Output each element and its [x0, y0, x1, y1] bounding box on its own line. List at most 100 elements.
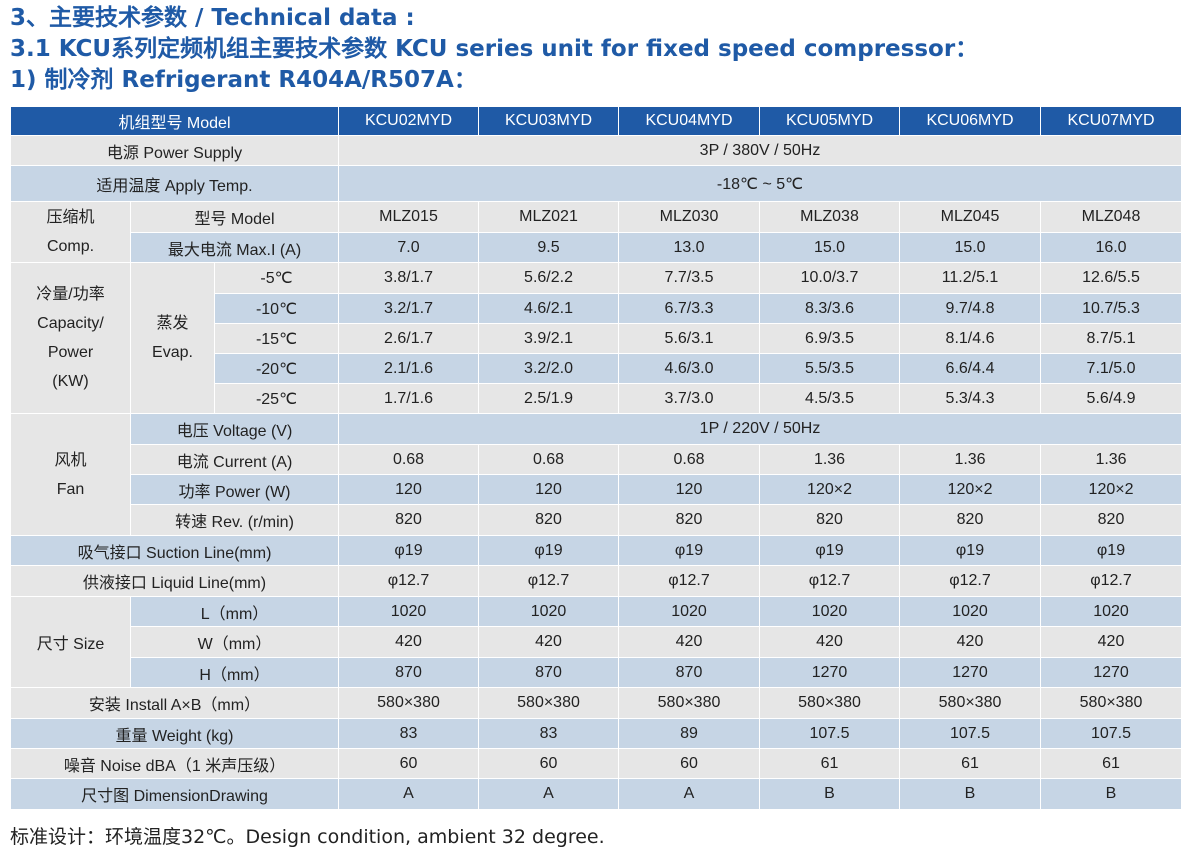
capacity-row: -20℃ 2.1/1.6 3.2/2.0 4.6/3.0 5.5/3.5 6.6/4.4 7…: [11, 353, 1183, 384]
drawing-row: 尺寸图 DimensionDrawing A A A B B B: [9, 778, 1183, 810]
install-cell: 580×380: [1040, 687, 1183, 719]
size-w-cell: 420: [478, 626, 620, 658]
suction-cell: φ19: [1040, 535, 1183, 566]
size-h-label: H（mm）: [129, 657, 340, 688]
install-cell: 580×380: [899, 687, 1042, 719]
model-header-cell: KCU07MYD: [1040, 106, 1183, 136]
capacity-value-cell: 5.6/3.1: [618, 323, 761, 354]
size-h-cell: 870: [618, 657, 761, 688]
drawing-cell: B: [759, 778, 901, 810]
weight-cell: 107.5: [759, 718, 901, 749]
capacity-group-line: 冷量/功率: [36, 286, 105, 303]
drawing-cell: B: [899, 778, 1042, 810]
fan-power-cell: 120: [618, 474, 761, 505]
liquid-cell: φ12.7: [478, 565, 620, 597]
weight-cell: 83: [478, 718, 620, 749]
fan-rev-cell: 820: [899, 504, 1042, 536]
fan-current-cell: 0.68: [478, 444, 620, 475]
fan-current-label: 电流 Current (A): [129, 444, 340, 475]
install-cell: 580×380: [759, 687, 901, 719]
fan-current-cell: 0.68: [618, 444, 761, 475]
compressor-current-cell: 13.0: [618, 232, 761, 263]
compressor-model-cell: MLZ030: [618, 201, 761, 233]
fan-power-cell: 120×2: [1040, 474, 1183, 505]
capacity-value-cell: 11.2/5.1: [899, 262, 1042, 294]
capacity-value-cell: 9.7/4.8: [899, 293, 1042, 324]
fan-group-label: 风机 Fan: [10, 413, 131, 536]
size-h-cell: 1270: [899, 657, 1042, 688]
evap-group-label: 蒸发 Evap.: [130, 262, 215, 414]
table-header-row: 机组型号 Model KCU02MYD KCU03MYD KCU04MYD KCU05M…: [9, 106, 1183, 136]
capacity-value-cell: 6.9/3.5: [759, 323, 901, 354]
refrigerant-heading: 1) 制冷剂 Refrigerant R404A/R507A：: [10, 67, 477, 93]
suction-cell: φ19: [899, 535, 1042, 566]
compressor-current-cell: 9.5: [478, 232, 620, 263]
capacity-row: -10℃ 3.2/1.7 4.6/2.1 6.7/3.3 8.3/3.6 9.7/4.8 1…: [11, 293, 1183, 324]
noise-cell: 61: [1040, 748, 1183, 779]
fan-rev-row: 转速 Rev. (r/min) 820 820 820 820 820 820: [11, 504, 1183, 536]
capacity-value-cell: 3.8/1.7: [338, 262, 480, 294]
liquid-cell: φ12.7: [618, 565, 761, 597]
capacity-row: -15℃ 2.6/1.7 3.9/2.1 5.6/3.1 6.9/3.5 8.1/4.6 8…: [11, 323, 1183, 354]
fan-power-label: 功率 Power (W): [129, 474, 340, 505]
fan-power-cell: 120: [478, 474, 620, 505]
weight-cell: 107.5: [899, 718, 1042, 749]
size-l-cell: 1020: [759, 596, 901, 627]
size-w-cell: 420: [338, 626, 480, 658]
fan-power-row: 功率 Power (W) 120 120 120 120×2 120×2 120×2: [11, 474, 1183, 505]
subsection-heading: 3.1 KCU系列定频机组主要技术参数 KCU series unit for …: [10, 36, 979, 62]
compressor-current-cell: 16.0: [1040, 232, 1183, 263]
suction-cell: φ19: [618, 535, 761, 566]
fan-power-cell: 120×2: [899, 474, 1042, 505]
capacity-value-cell: 12.6/5.5: [1040, 262, 1183, 294]
technical-data-table: 机组型号 Model KCU02MYD KCU03MYD KCU04MYD KCU05M…: [9, 106, 1183, 810]
fan-rev-cell: 820: [1040, 504, 1183, 536]
compressor-model-label: 型号 Model: [129, 201, 340, 233]
capacity-value-cell: 3.9/2.1: [478, 323, 620, 354]
size-w-cell: 420: [1040, 626, 1183, 658]
fan-current-cell: 1.36: [759, 444, 901, 475]
capacity-value-cell: 6.6/4.4: [899, 353, 1042, 384]
evap-temp-label: -20℃: [213, 353, 340, 384]
fan-voltage-value: 1P / 220V / 50Hz: [338, 413, 1183, 445]
suction-cell: φ19: [759, 535, 901, 566]
capacity-value-cell: 4.6/2.1: [478, 293, 620, 324]
install-cell: 580×380: [618, 687, 761, 719]
noise-cell: 60: [478, 748, 620, 779]
compressor-group-label: 压缩机 Comp.: [10, 201, 131, 263]
install-cell: 580×380: [478, 687, 620, 719]
evap-temp-label: -10℃: [213, 293, 340, 324]
apply-temp-row: 适用温度 Apply Temp. -18℃ ~ 5℃: [9, 165, 1183, 202]
fan-group-en: Fan: [56, 480, 85, 498]
install-cell: 580×380: [338, 687, 480, 719]
capacity-value-cell: 10.7/5.3: [1040, 293, 1183, 324]
capacity-value-cell: 2.1/1.6: [338, 353, 480, 384]
drawing-label: 尺寸图 DimensionDrawing: [9, 778, 340, 810]
compressor-model-cell: MLZ021: [478, 201, 620, 233]
suction-cell: φ19: [338, 535, 480, 566]
size-w-cell: 420: [899, 626, 1042, 658]
size-l-cell: 1020: [899, 596, 1042, 627]
capacity-value-cell: 4.5/3.5: [759, 383, 901, 414]
noise-cell: 61: [759, 748, 901, 779]
size-h-cell: 870: [338, 657, 480, 688]
weight-label: 重量 Weight (kg): [9, 718, 340, 749]
power-supply-value: 3P / 380V / 50Hz: [338, 135, 1183, 166]
noise-cell: 60: [618, 748, 761, 779]
capacity-value-cell: 3.2/2.0: [478, 353, 620, 384]
capacity-group-line: Power: [47, 344, 94, 361]
apply-temp-value: -18℃ ~ 5℃: [338, 165, 1183, 202]
compressor-current-cell: 15.0: [759, 232, 901, 263]
section-heading: 3、主要技术参数 / Technical data :: [10, 5, 415, 31]
power-supply-label: 电源 Power Supply: [9, 135, 340, 166]
capacity-group-line: Capacity/: [37, 315, 104, 332]
fan-rev-label: 转速 Rev. (r/min): [129, 504, 340, 536]
compressor-current-label: 最大电流 Max.I (A): [129, 232, 340, 263]
compressor-current-cell: 15.0: [899, 232, 1042, 263]
capacity-value-cell: 5.6/2.2: [478, 262, 620, 294]
compressor-model-cell: MLZ038: [759, 201, 901, 233]
capacity-value-cell: 7.1/5.0: [1040, 353, 1183, 384]
install-label: 安装 Install A×B（mm）: [9, 687, 340, 719]
capacity-row: -25℃ 1.7/1.6 2.5/1.9 3.7/3.0 4.5/3.5 5.3/4.3 5…: [11, 383, 1183, 414]
design-condition-note: 标准设计：环境温度32℃。Design condition, ambient 3…: [10, 826, 605, 848]
